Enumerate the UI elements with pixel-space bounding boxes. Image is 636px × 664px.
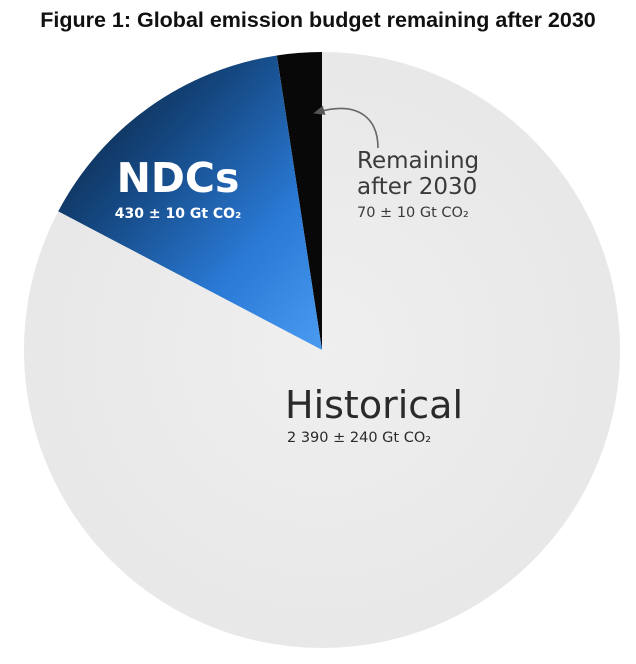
historical-name-label: Historical <box>285 383 463 427</box>
remaining-value-label: 70 ± 10 Gt CO₂ <box>357 205 469 221</box>
ndcs-slice <box>58 55 322 350</box>
remaining-name-label-line1: Remaining <box>357 148 479 174</box>
figure-title: Figure 1: Global emission budget remaini… <box>40 8 596 32</box>
historical-slice <box>23 52 620 648</box>
ndcs-name-label: NDCs <box>117 154 240 202</box>
remaining-annotation-arrow <box>313 105 379 149</box>
remaining-slice <box>276 51 322 350</box>
remaining-name-label-line2: after 2030 <box>357 174 477 200</box>
ndcs-value-label: 430 ± 10 Gt CO₂ <box>115 206 241 222</box>
pie-slices <box>23 51 620 648</box>
historical-value-label: 2 390 ± 240 Gt CO₂ <box>287 430 431 446</box>
